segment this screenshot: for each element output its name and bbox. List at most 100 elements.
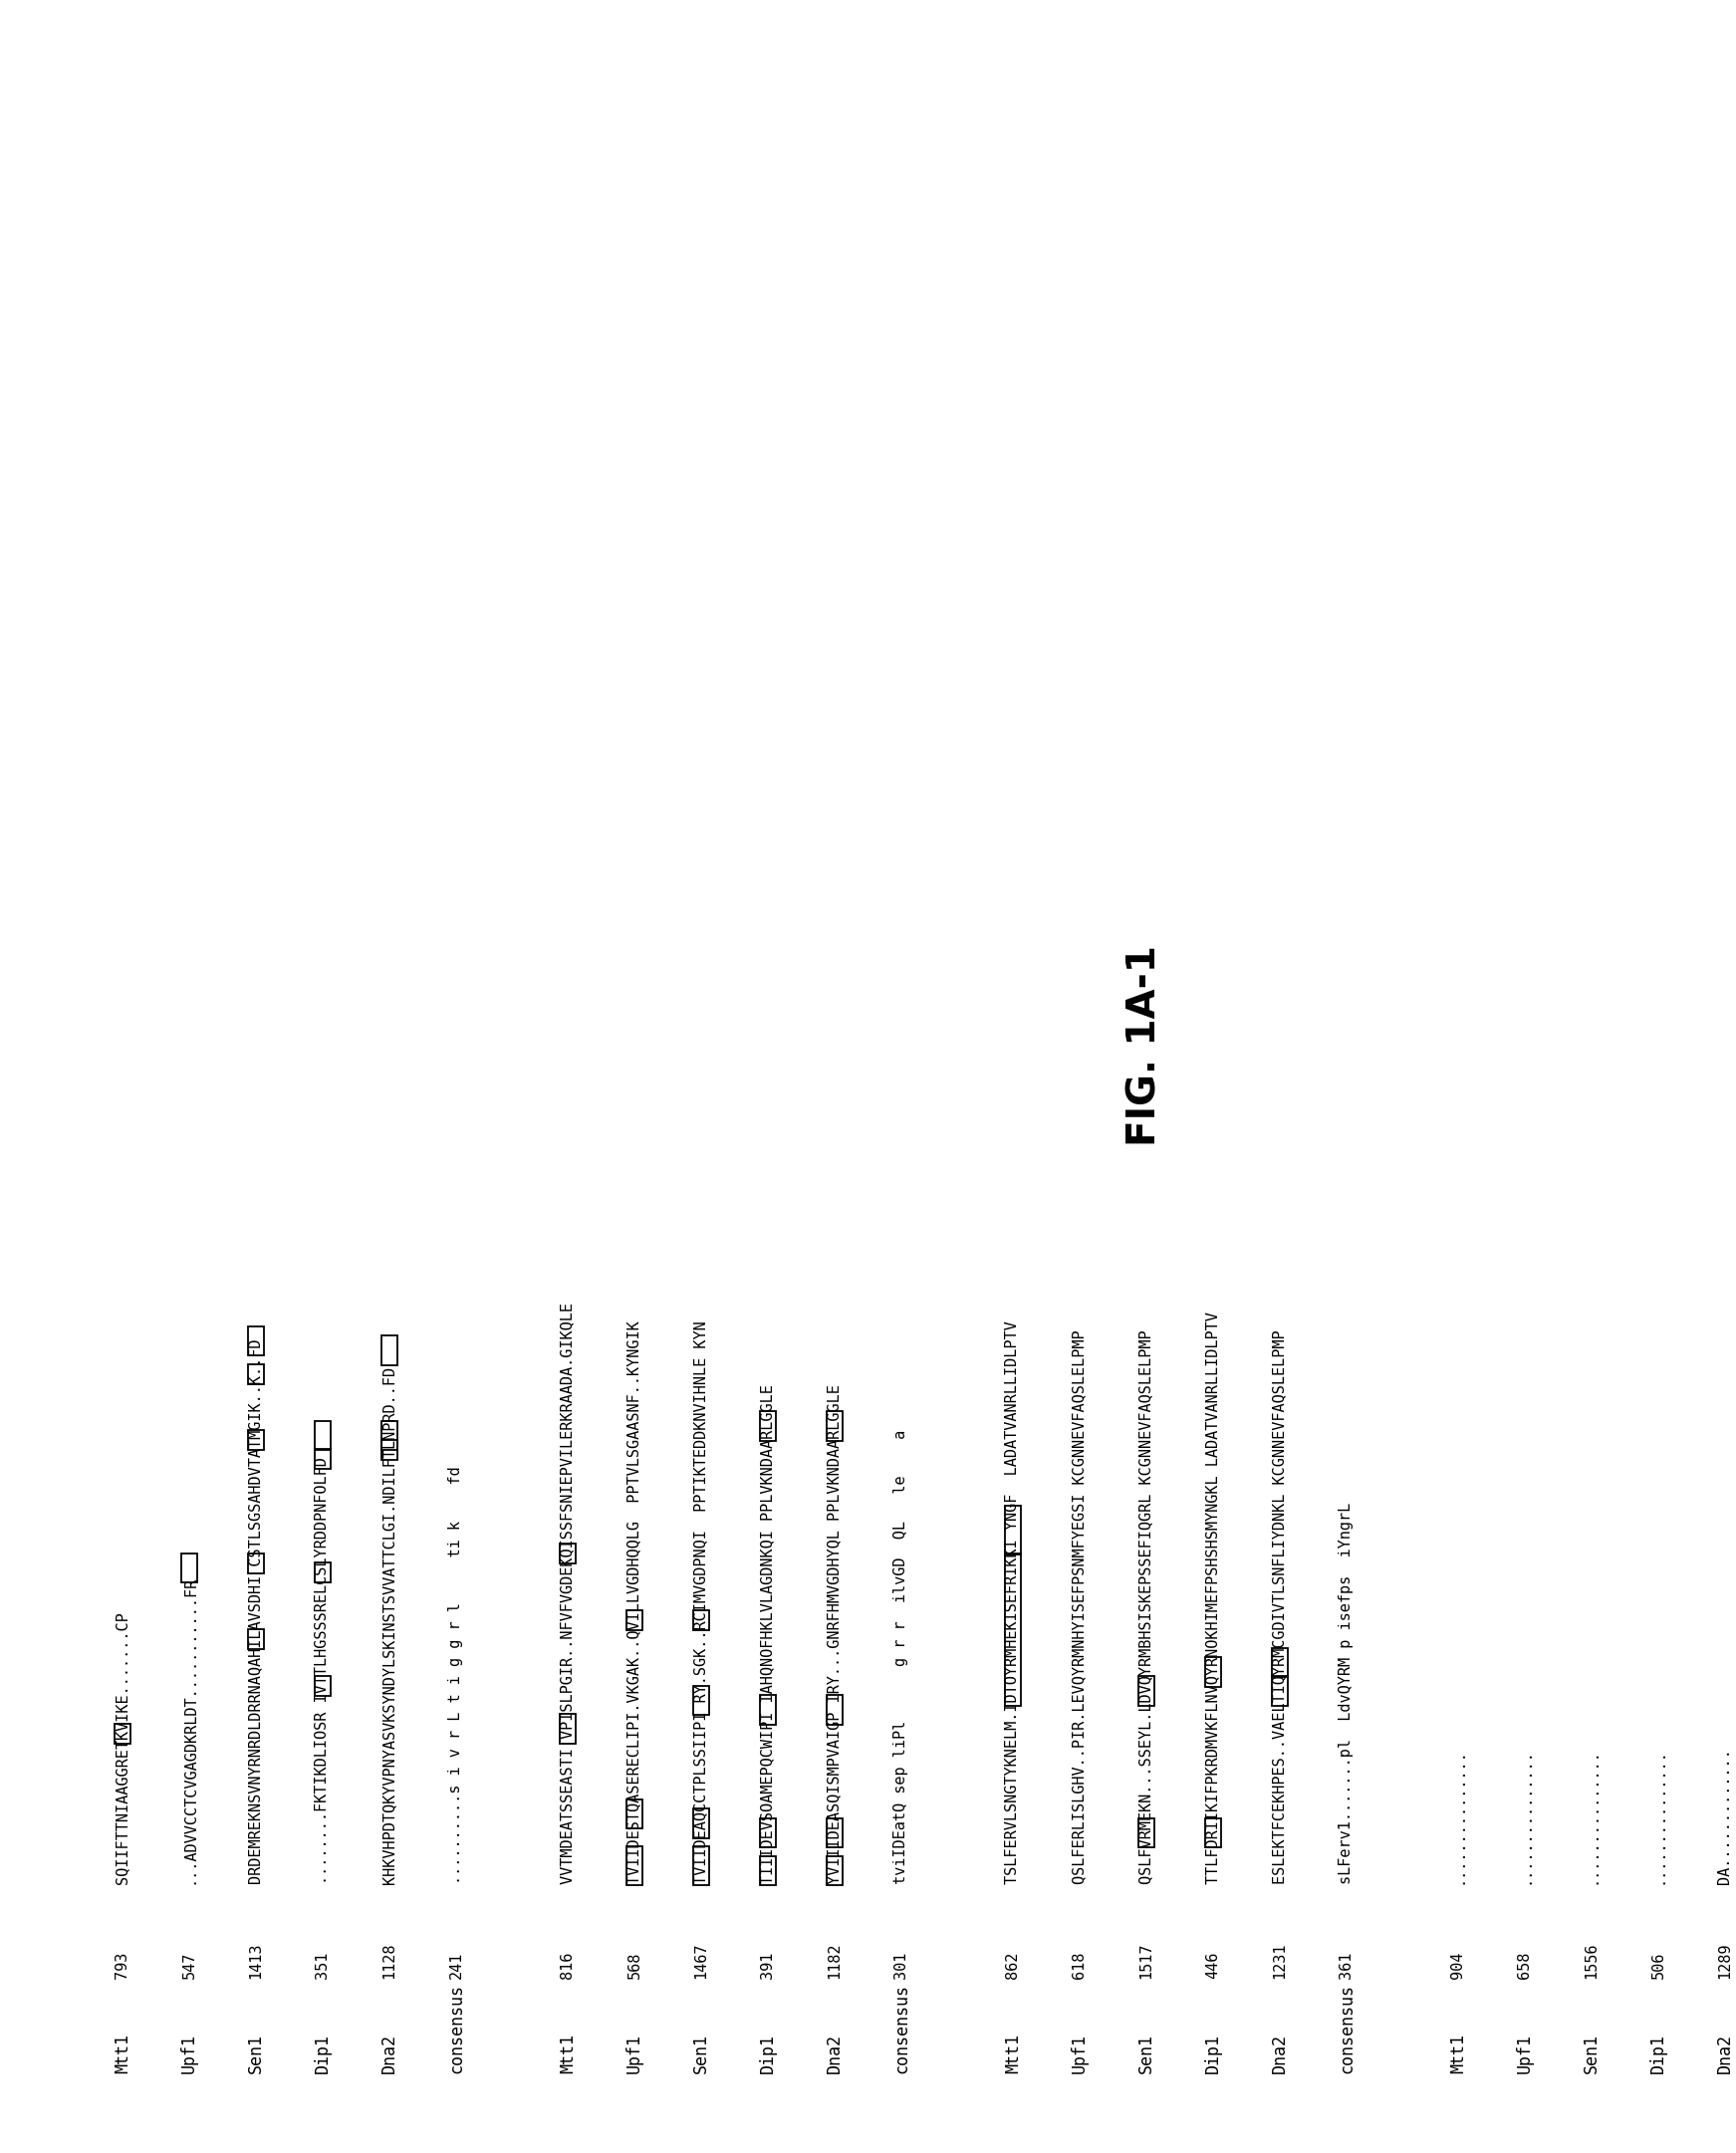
Text: 1517: 1517 xyxy=(1139,1942,1154,1979)
Text: Dna2: Dna2 xyxy=(1717,2032,1734,2073)
Text: Mtt1: Mtt1 xyxy=(1003,2032,1023,2073)
Text: Upf1: Upf1 xyxy=(1071,2032,1088,2073)
Text: YVIIIDEASQISMPVAIGP IRY...GNRFHMVGDHYQL PPLVKNDAARLGGLE: YVIIIDEASQISMPVAIGP IRY...GNRFHMVGDHYQL … xyxy=(826,1384,842,1884)
Bar xyxy=(826,1694,842,1725)
Text: TTLFDRIIKIFPKRDMVKFLNVQYRNOKHIMEFPSHSHSMYNGKL LADATVANRLLIDLPTV: TTLFDRIIKIFPKRDMVKFLNVQYRNOKHIMEFPSHSHSM… xyxy=(1205,1311,1220,1884)
Text: 351: 351 xyxy=(316,1951,330,1979)
Bar xyxy=(248,1430,264,1449)
Text: Dip1: Dip1 xyxy=(1205,2032,1222,2073)
Text: Sen1: Sen1 xyxy=(693,2032,710,2073)
Text: 446: 446 xyxy=(1205,1951,1220,1979)
Text: 1467: 1467 xyxy=(694,1942,708,1979)
Bar xyxy=(559,1544,576,1563)
Bar xyxy=(693,1809,708,1839)
Text: consensus: consensus xyxy=(892,1983,910,2073)
Bar xyxy=(181,1552,198,1582)
Text: tviIDEatQ sep liPl      g r r  ilvGD  QL   le    a: tviIDEatQ sep liPl g r r ilvGD QL le a xyxy=(894,1430,910,1884)
Text: 547: 547 xyxy=(182,1951,196,1979)
Bar xyxy=(1139,1675,1154,1705)
Text: 1556: 1556 xyxy=(1585,1942,1599,1979)
Text: Upf1: Upf1 xyxy=(1516,2032,1535,2073)
Text: 1182: 1182 xyxy=(826,1942,842,1979)
Text: Upf1: Upf1 xyxy=(625,2032,644,2073)
Text: Sen1: Sen1 xyxy=(1137,2032,1156,2073)
Text: Dna2: Dna2 xyxy=(380,2032,398,2073)
Text: 391: 391 xyxy=(760,1951,776,1979)
Text: 658: 658 xyxy=(1517,1951,1533,1979)
Text: Mtt1: Mtt1 xyxy=(559,2032,576,2073)
Bar xyxy=(627,1800,642,1828)
Text: TVIIDESTQASERECLIPI.VKGAK..QVILLVGDHQQLG  PPTVLSGAASNF..KYNGIK: TVIIDESTQASERECLIPI.VKGAK..QVILLVGDHQQLG… xyxy=(627,1320,642,1884)
Text: SQIIFTTNIAAGGRETKVIKE.......CP: SQIIFTTNIAAGGRETKVIKE.......CP xyxy=(115,1610,130,1884)
Text: DRDEMREKNSVNYRNRDLDRRNAQAHILAVSDHI CSTLSGSAHDVTATMGIK..K..FD: DRDEMREKNSVNYRNRDLDRRNAQAHILAVSDHI CSTLS… xyxy=(248,1339,264,1884)
Bar xyxy=(826,1817,842,1847)
Bar xyxy=(693,1610,708,1630)
Text: ........FKTIKDLIOSR IVTTLHGSSSRELCSLYRDDPNFOLFD: ........FKTIKDLIOSR IVTTLHGSSSRELCSLYRDD… xyxy=(316,1458,330,1884)
Text: consensus: consensus xyxy=(448,1983,465,2073)
Bar xyxy=(627,1847,642,1886)
Bar xyxy=(1272,1647,1288,1677)
Text: 816: 816 xyxy=(561,1951,575,1979)
Bar xyxy=(760,1856,776,1886)
Text: 862: 862 xyxy=(1005,1951,1021,1979)
Bar xyxy=(382,1335,398,1365)
Text: Dip1: Dip1 xyxy=(1649,2032,1667,2073)
Text: Sen1: Sen1 xyxy=(1583,2032,1601,2073)
Bar xyxy=(1005,1505,1021,1554)
Text: Mtt1: Mtt1 xyxy=(113,2032,132,2073)
Text: sLFerv1.......pl  LdvQYRM p isefps  iYngrL: sLFerv1.......pl LdvQYRM p isefps iYngrL xyxy=(1338,1503,1354,1884)
Text: ...ADVVCCTCVGAGDKRLDT...........FR: ...ADVVCCTCVGAGDKRLDT...........FR xyxy=(182,1576,196,1884)
Bar xyxy=(1139,1817,1154,1847)
Text: 1128: 1128 xyxy=(382,1942,398,1979)
Bar xyxy=(693,1686,708,1714)
Bar xyxy=(1205,1658,1220,1686)
Text: Dip1: Dip1 xyxy=(314,2032,332,2073)
Text: 1289: 1289 xyxy=(1717,1942,1733,1979)
Bar xyxy=(693,1847,708,1886)
Bar xyxy=(382,1440,398,1460)
Text: 618: 618 xyxy=(1073,1951,1087,1979)
Bar xyxy=(1272,1675,1288,1705)
Text: 904: 904 xyxy=(1451,1951,1465,1979)
Bar xyxy=(248,1628,264,1649)
Text: Upf1: Upf1 xyxy=(181,2032,198,2073)
Text: Mtt1: Mtt1 xyxy=(1450,2032,1467,2073)
Text: TIIIDEVSOAMEPQCWIPI IAHQNOFHKLVLAGDNKQI PPLVKNDAARLGGLE: TIIIDEVSOAMEPQCWIPI IAHQNOFHKLVLAGDNKQI … xyxy=(760,1384,776,1884)
Text: 1413: 1413 xyxy=(248,1942,264,1979)
Bar xyxy=(760,1694,776,1725)
Text: 241: 241 xyxy=(448,1951,464,1979)
Text: ...............: ............... xyxy=(1517,1748,1533,1884)
Text: TSLFERVLSNGTYKNELM.IDTOYRMHEKISEFRIKKI YNGF  LADATVANRLLIDLPTV: TSLFERVLSNGTYKNELM.IDTOYRMHEKISEFRIKKI Y… xyxy=(1005,1320,1021,1884)
Text: 361: 361 xyxy=(1338,1951,1354,1979)
Text: 506: 506 xyxy=(1651,1951,1667,1979)
Text: FIG. 1A-1: FIG. 1A-1 xyxy=(1127,945,1165,1145)
Bar xyxy=(248,1363,264,1384)
Text: ESLEKTFCEKHPES..VAELTIQYRMCGDIVTLSNFLIYDNKL KCGNNEVFAQSLELPMP: ESLEKTFCEKHPES..VAELTIQYRMCGDIVTLSNFLIYD… xyxy=(1272,1331,1288,1884)
Text: consensus: consensus xyxy=(1338,1983,1356,2073)
Bar xyxy=(627,1610,642,1630)
Bar xyxy=(1205,1817,1220,1847)
Text: 301: 301 xyxy=(894,1951,910,1979)
Bar xyxy=(314,1563,330,1582)
Bar xyxy=(248,1326,264,1356)
Bar xyxy=(314,1449,330,1468)
Text: VVTMDEATSSEASTI VPISLPGIR..NFVFVGDEKQISSFSNIEPVILERKRAADA.GIKQLE: VVTMDEATSSEASTI VPISLPGIR..NFVFVGDEKQISS… xyxy=(561,1303,575,1884)
Text: ...............: ............... xyxy=(1651,1748,1667,1884)
Text: ...............: ............... xyxy=(1585,1748,1599,1884)
Text: 793: 793 xyxy=(115,1951,130,1979)
Bar xyxy=(248,1552,264,1574)
Text: ...............: ............... xyxy=(1451,1748,1465,1884)
Text: Dip1: Dip1 xyxy=(759,2032,778,2073)
Bar xyxy=(115,1722,130,1744)
Text: QSLFVRMEKN...SSEYL.LDVQYRMBHSISKEPSSEFIQGRL KCGNNEVFAQSLELPMP: QSLFVRMEKN...SSEYL.LDVQYRMBHSISKEPSSEFIQ… xyxy=(1139,1331,1154,1884)
Text: DA.............: DA............. xyxy=(1717,1748,1733,1884)
Bar xyxy=(760,1410,776,1440)
Text: QSLFERLISLGHV..PIR.LEVQYRMNHYISEFPSNMFYEGSI KCGNNEVFAQSLELPMP: QSLFERLISLGHV..PIR.LEVQYRMNHYISEFPSNMFYE… xyxy=(1073,1331,1087,1884)
Text: 1231: 1231 xyxy=(1272,1942,1288,1979)
Text: Dna2: Dna2 xyxy=(1271,2032,1288,2073)
Text: ..........s i v r L t i g g r l     ti k    fd: ..........s i v r L t i g g r l ti k fd xyxy=(448,1466,464,1884)
Bar xyxy=(826,1856,842,1886)
Bar xyxy=(314,1675,330,1697)
Bar xyxy=(382,1421,398,1449)
Text: Sen1: Sen1 xyxy=(247,2032,266,2073)
